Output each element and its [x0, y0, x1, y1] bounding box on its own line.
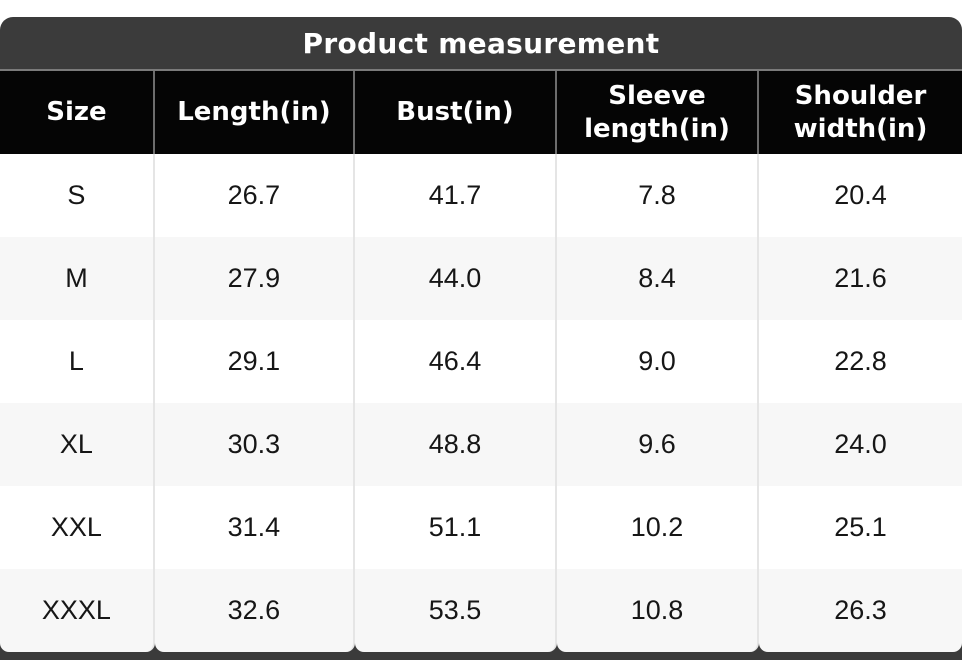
table-cell: 31.4: [154, 486, 355, 569]
table-cell: 10.8: [556, 569, 759, 652]
header-cell-size: Size: [0, 71, 155, 154]
table-cell: 24.0: [759, 403, 962, 486]
table-cell: 25.1: [759, 486, 962, 569]
table-cell: 26.7: [154, 154, 355, 237]
table-cell: 9.0: [556, 320, 759, 403]
table-cell: 26.3: [759, 569, 962, 652]
table-cell: 53.5: [354, 569, 557, 652]
table-header-row: Size Length(in) Bust(in) Sleeve length(i…: [0, 71, 962, 154]
size-chart-table-wrap: Size Length(in) Bust(in) Sleeve length(i…: [0, 71, 962, 652]
header-cell-sleeve-length: Sleeve length(in): [556, 71, 759, 154]
table-cell: 30.3: [154, 403, 355, 486]
header-cell-shoulder-width: Shoulder width(in): [759, 71, 962, 154]
table-cell: 32.6: [154, 569, 355, 652]
chart-title: Product measurement: [302, 26, 660, 60]
table-cell: 27.9: [154, 237, 355, 320]
table-cell: 9.6: [556, 403, 759, 486]
table-cell: 41.7: [354, 154, 557, 237]
table-row-s: S 26.7 41.7 7.8 20.4: [0, 154, 962, 237]
table-cell: XXL: [0, 486, 155, 569]
table-cell: M: [0, 237, 155, 320]
table-cell: 8.4: [556, 237, 759, 320]
header-cell-bust: Bust(in): [354, 71, 557, 154]
header-cell-length: Length(in): [154, 71, 355, 154]
table-cell: 7.8: [556, 154, 759, 237]
table-cell: 44.0: [354, 237, 557, 320]
table-cell: 10.2: [556, 486, 759, 569]
table-cell: XXXL: [0, 569, 155, 652]
table-cell: 29.1: [154, 320, 355, 403]
table-cell: 48.8: [354, 403, 557, 486]
table-cell: 21.6: [759, 237, 962, 320]
table-row-m: M 27.9 44.0 8.4 21.6: [0, 237, 962, 320]
table-cell: 51.1: [354, 486, 557, 569]
table-cell: 46.4: [354, 320, 557, 403]
table-row-xxl: XXL 31.4 51.1 10.2 25.1: [0, 486, 962, 569]
table-cell: 22.8: [759, 320, 962, 403]
size-chart-table: Size Length(in) Bust(in) Sleeve length(i…: [0, 71, 962, 652]
table-cell: S: [0, 154, 155, 237]
table-cell: L: [0, 320, 155, 403]
table-cell: XL: [0, 403, 155, 486]
table-row-xxxl: XXXL 32.6 53.5 10.8 26.3: [0, 569, 962, 652]
table-cell: 20.4: [759, 154, 962, 237]
title-bar: Product measurement: [0, 17, 962, 71]
table-row-xl: XL 30.3 48.8 9.6 24.0: [0, 403, 962, 486]
table-row-l: L 29.1 46.4 9.0 22.8: [0, 320, 962, 403]
